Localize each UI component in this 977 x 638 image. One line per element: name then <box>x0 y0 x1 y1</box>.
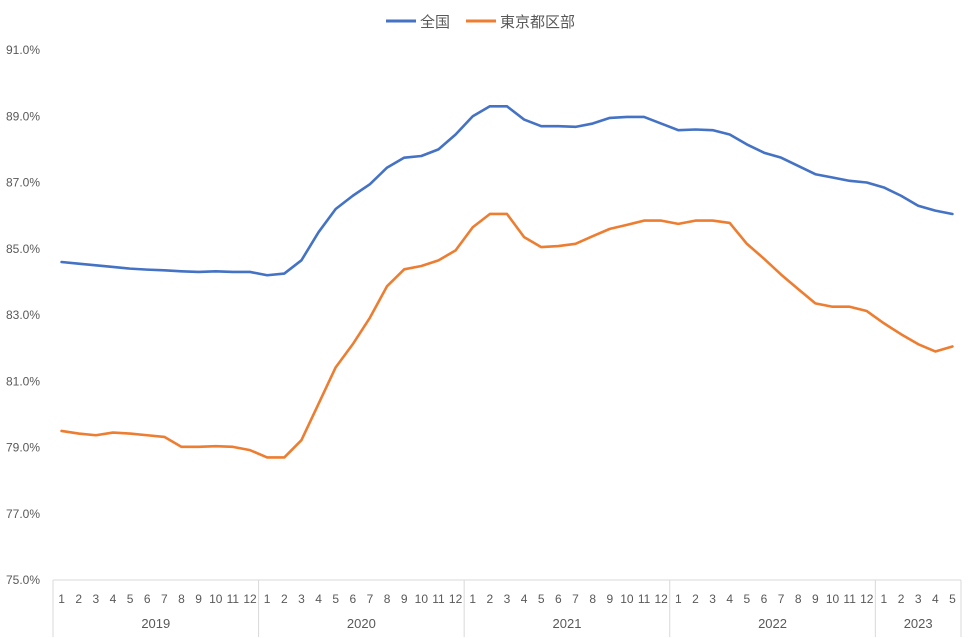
y-tick-label: 77.0% <box>6 507 40 521</box>
series-layer <box>60 105 954 459</box>
x-tick-label: 3 <box>298 592 305 606</box>
x-tick-label: 4 <box>110 592 117 606</box>
x-tick-label: 5 <box>538 592 545 606</box>
year-label: 2021 <box>553 616 582 631</box>
series-line-national <box>60 105 954 277</box>
x-tick-label: 10 <box>415 592 429 606</box>
x-axis: 1 2 3 4 5 6 7 8 9 10 11 12 1 2 3 4 5 6 7 8 9 10 11 12 1 2 3 4 5 6 7 8 9 1… <box>52 579 962 637</box>
y-tick-label: 89.0% <box>6 109 40 123</box>
legend-label-national: 全国 <box>420 13 450 31</box>
x-tick-label: 2 <box>898 592 905 606</box>
x-tick-label: 10 <box>826 592 840 606</box>
y-tick-label: 91.0% <box>6 43 40 57</box>
x-tick-label: 2 <box>281 592 288 606</box>
x-tick-label: 7 <box>572 592 579 606</box>
x-tick-label: 5 <box>744 592 751 606</box>
x-tick-label: 5 <box>332 592 339 606</box>
x-tick-label: 12 <box>449 592 463 606</box>
x-tick-label: 6 <box>144 592 151 606</box>
x-tick-label: 5 <box>949 592 956 606</box>
x-tick-label: 11 <box>227 592 240 606</box>
y-tick-label: 75.0% <box>6 573 40 587</box>
year-label: 2020 <box>347 616 376 631</box>
x-tick-label: 2 <box>487 592 494 606</box>
x-tick-label: 3 <box>709 592 716 606</box>
x-tick-label: 4 <box>932 592 939 606</box>
y-tick-label: 85.0% <box>6 242 40 256</box>
y-tick-label: 83.0% <box>6 308 40 322</box>
x-tick-label: 8 <box>178 592 185 606</box>
x-tick-label: 6 <box>761 592 768 606</box>
x-tick-label: 12 <box>655 592 669 606</box>
x-tick-label: 11 <box>843 592 856 606</box>
x-tick-label: 10 <box>209 592 223 606</box>
legend-label-tokyo: 東京都区部 <box>500 13 575 31</box>
x-tick-label: 3 <box>92 592 99 606</box>
x-tick-label: 7 <box>778 592 785 606</box>
x-tick-label: 8 <box>795 592 802 606</box>
x-tick-label: 11 <box>432 592 445 606</box>
x-tick-label: 1 <box>58 592 65 606</box>
x-tick-label: 9 <box>812 592 819 606</box>
x-tick-label: 2 <box>75 592 82 606</box>
x-tick-label: 4 <box>521 592 528 606</box>
x-tick-label: 8 <box>589 592 596 606</box>
legend: 全国 東京都区部 <box>386 13 575 31</box>
x-tick-label: 1 <box>675 592 682 606</box>
x-tick-label: 6 <box>349 592 356 606</box>
y-axis: 75.0% 77.0% 79.0% 81.0% 83.0% 85.0% 87.0% 89.0%… <box>6 43 40 587</box>
x-tick-label: 9 <box>606 592 613 606</box>
year-label: 2019 <box>141 616 170 631</box>
x-tick-label: 1 <box>264 592 271 606</box>
x-tick-label: 2 <box>692 592 699 606</box>
x-tick-label: 9 <box>195 592 202 606</box>
y-tick-label: 79.0% <box>6 441 40 455</box>
x-tick-label: 12 <box>243 592 257 606</box>
series-line-tokyo-wards <box>60 212 954 459</box>
y-tick-label: 81.0% <box>6 374 40 388</box>
x-tick-label: 7 <box>367 592 374 606</box>
x-tick-label: 3 <box>504 592 511 606</box>
x-tick-label: 3 <box>915 592 922 606</box>
x-tick-label: 9 <box>401 592 408 606</box>
x-tick-label: 11 <box>638 592 651 606</box>
x-tick-label: 12 <box>860 592 874 606</box>
x-tick-label: 5 <box>127 592 134 606</box>
y-tick-label: 87.0% <box>6 176 40 190</box>
year-label: 2023 <box>904 616 933 631</box>
year-label: 2022 <box>758 616 787 631</box>
x-tick-label: 4 <box>726 592 733 606</box>
x-tick-label: 7 <box>161 592 168 606</box>
x-tick-label: 4 <box>315 592 322 606</box>
x-tick-label: 1 <box>469 592 476 606</box>
x-tick-label: 8 <box>384 592 391 606</box>
x-tick-label: 6 <box>555 592 562 606</box>
x-tick-label: 10 <box>620 592 634 606</box>
x-tick-label: 1 <box>881 592 888 606</box>
